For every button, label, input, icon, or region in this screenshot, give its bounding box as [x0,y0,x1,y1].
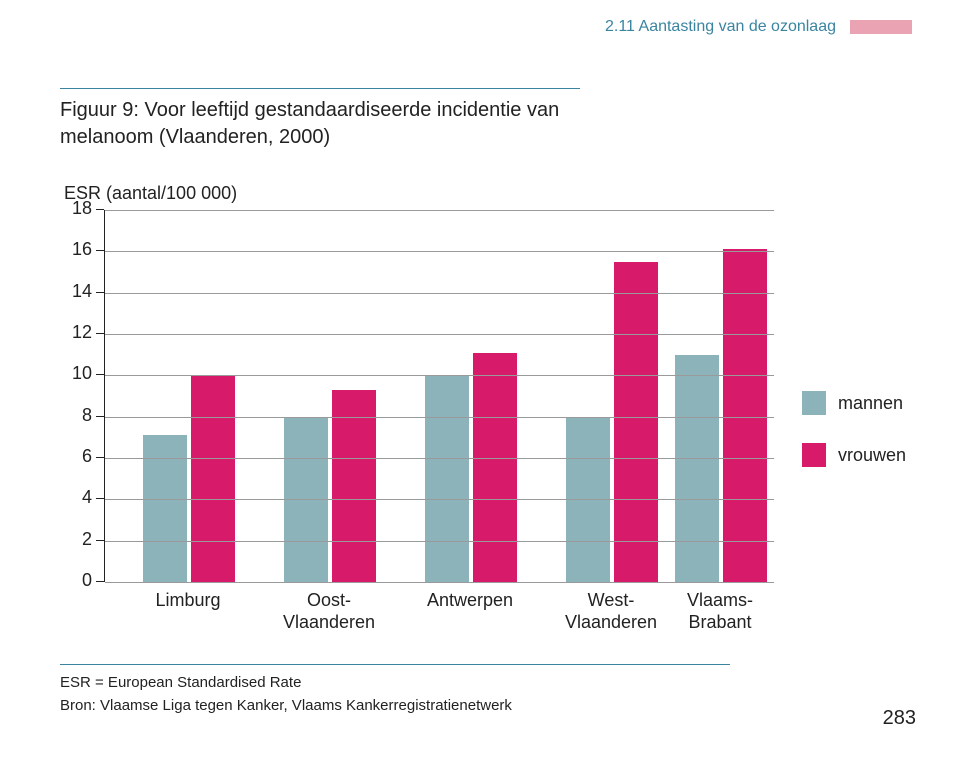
chart: ESR (aantal/100 000) 18 16 14 12 10 8 6 4 2 0 Lim… [60,183,916,644]
y-tick-mark [96,333,104,334]
grid-line [105,499,774,500]
bar [614,262,658,582]
grid-line [105,293,774,294]
y-tick-mark [96,498,104,499]
plot-area [104,210,774,582]
legend-swatch-icon [802,391,826,415]
y-axis: 181614121086420 [60,210,104,582]
chart-left: ESR (aantal/100 000) 18 16 14 12 10 8 6 4 2 0 Lim… [60,183,774,644]
y-tick-label: 4 [82,487,92,508]
x-tick-label: West- Vlaanderen [565,590,657,633]
grid-line [105,458,774,459]
bars-layer [105,210,774,582]
legend-item: mannen [802,391,906,415]
y-tick-label: 10 [72,363,92,384]
grid-line [105,417,774,418]
bar-group [675,249,767,582]
y-tick-label: 16 [72,239,92,260]
x-axis: Limburg Oost- Vlaanderen Antwerpen West- Vl… [104,582,774,644]
grid-line [105,251,774,252]
legend-item: vrouwen [802,443,906,467]
bar [191,375,235,582]
bar [425,375,469,582]
footnotes: ESR = European Standardised Rate Bron: V… [60,664,730,718]
y-tick-label: 18 [72,198,92,219]
bar [473,353,517,582]
y-tick-mark [96,540,104,541]
y-tick-label: 0 [82,570,92,591]
y-tick-label: 2 [82,529,92,550]
legend-label: mannen [838,393,903,414]
bar [332,390,376,582]
bar-group [566,262,658,582]
legend-swatch-icon [802,443,826,467]
grid-line [105,541,774,542]
footnote-line: ESR = European Standardised Rate [60,671,730,694]
bar [675,355,719,582]
y-tick-mark [96,250,104,251]
y-tick-label: 12 [72,322,92,343]
figure-caption: Figuur 9: Voor leeftijd gestandaardiseer… [60,88,580,151]
bar-group [425,353,517,582]
plot: 181614121086420 [60,210,774,582]
y-tick-mark [96,457,104,458]
figure-label: Figuur 9: [60,99,139,121]
section-title: 2.11 Aantasting van de ozonlaag [605,18,836,36]
grid-line [105,375,774,376]
x-tick-label: Oost- Vlaanderen [283,590,375,633]
footnote-line: Bron: Vlaamse Liga tegen Kanker, Vlaams … [60,694,730,717]
x-tick-label: Antwerpen [427,590,513,612]
figure-block: Figuur 9: Voor leeftijd gestandaardiseer… [60,88,916,718]
y-tick-mark [96,209,104,210]
x-tick-label: Limburg [155,590,220,612]
page-number: 283 [883,707,916,730]
legend: mannen vrouwen [802,391,906,467]
header-chip-icon [850,20,912,34]
legend-label: vrouwen [838,445,906,466]
y-tick-label: 8 [82,405,92,426]
y-tick-mark [96,292,104,293]
x-tick-label: Vlaams-Brabant [687,590,753,633]
y-tick-mark [96,416,104,417]
grid-line [105,210,774,211]
y-tick-mark [96,581,104,582]
grid-line [105,334,774,335]
bar-group [143,375,235,582]
y-tick-label: 6 [82,446,92,467]
y-tick-mark [96,374,104,375]
section-header: 2.11 Aantasting van de ozonlaag [60,18,916,36]
page-root: 2.11 Aantasting van de ozonlaag Figuur 9… [0,0,960,758]
bar-group [284,390,376,582]
bar [723,249,767,582]
y-tick-label: 14 [72,281,92,302]
y-axis-label: ESR (aantal/100 000) [64,183,774,204]
